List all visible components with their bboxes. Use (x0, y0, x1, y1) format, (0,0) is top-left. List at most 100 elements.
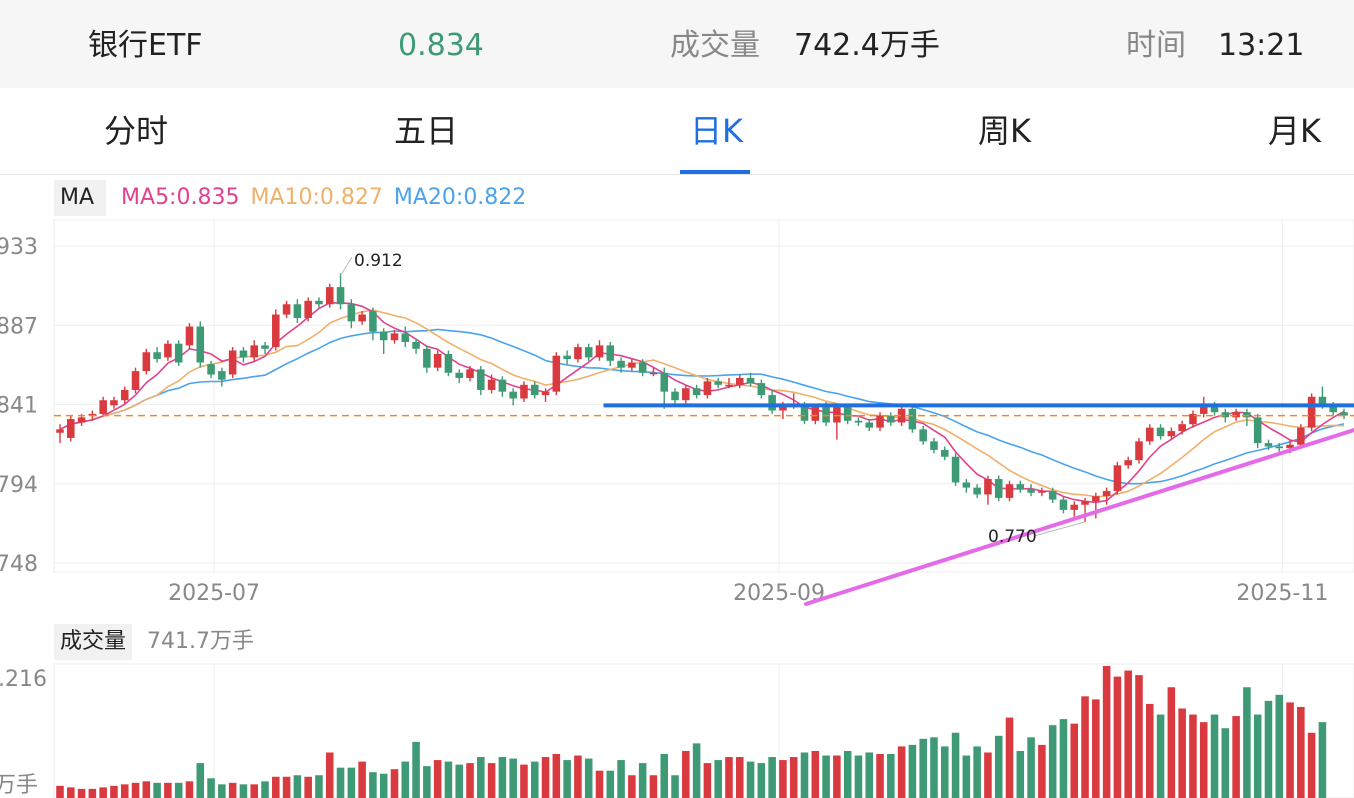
y-tick-label: 933 (0, 235, 38, 260)
candle-body (940, 449, 949, 457)
volume-bar (1146, 703, 1154, 798)
candle (1038, 487, 1046, 497)
candle-body (638, 362, 647, 373)
candle (1297, 424, 1305, 449)
ma-indicator-button[interactable]: MA (54, 180, 107, 216)
volume-bar (930, 737, 938, 798)
volume-bar (714, 760, 722, 798)
candle-body (153, 352, 161, 360)
candle-body (110, 400, 118, 406)
candle-body (897, 408, 906, 423)
volume-bar (1199, 722, 1208, 798)
candle-body (854, 420, 863, 423)
candle-body (1297, 427, 1305, 445)
volume-legend: 成交量 741.7万手 (54, 624, 254, 660)
candle (487, 374, 496, 394)
candle (1253, 413, 1262, 449)
candle (725, 377, 733, 389)
tab-daily-k[interactable]: 日K (690, 112, 743, 150)
candle (552, 352, 561, 396)
candle (768, 389, 776, 414)
candle (1005, 480, 1014, 502)
candle-body (304, 300, 312, 318)
candle (444, 350, 453, 377)
volume-bar (1167, 687, 1176, 798)
volume-bar (951, 732, 960, 798)
volume-bar (282, 776, 291, 798)
volume-bar (649, 775, 658, 798)
candle-body (1070, 504, 1079, 510)
volume-bar (682, 750, 690, 798)
candle (1016, 480, 1025, 493)
candle-body (336, 287, 345, 305)
volume-bar (574, 755, 582, 798)
candle (174, 340, 183, 366)
candle-body (973, 487, 981, 495)
volume-bar (304, 776, 312, 798)
candle (887, 412, 895, 426)
volume-bar (487, 763, 496, 798)
volume-bar (1189, 714, 1197, 798)
candle-body (164, 343, 172, 358)
volume-bar (638, 763, 647, 798)
candle-body (649, 372, 658, 375)
volume-bar (563, 760, 571, 798)
candle-body (1113, 465, 1122, 492)
candle (142, 348, 151, 375)
candle-body (1286, 444, 1294, 449)
candle (1059, 496, 1068, 514)
volume-bar (1243, 687, 1251, 798)
candle-body (379, 331, 388, 341)
candle-body (347, 304, 356, 322)
tab-five-day[interactable]: 五日 (394, 112, 459, 150)
volume-indicator-button[interactable]: 成交量 (54, 624, 133, 660)
candle-body (768, 395, 776, 411)
volume-bar (1275, 694, 1284, 798)
candle (994, 475, 1003, 502)
tab-weekly-k[interactable]: 周K (978, 112, 1031, 150)
security-name: 银行ETF (88, 28, 203, 63)
candle-body (228, 350, 237, 375)
candle-body (671, 391, 679, 401)
volume-bar (272, 776, 280, 798)
tab-intraday[interactable]: 分时 (104, 112, 169, 150)
candle (1167, 427, 1176, 440)
candle (196, 321, 205, 368)
candle (56, 424, 64, 444)
candle (1081, 497, 1089, 522)
volume-bar (735, 757, 744, 798)
candle (1146, 424, 1154, 445)
candle-body (1146, 427, 1154, 442)
volume-bar (962, 755, 971, 798)
tab-monthly-k[interactable]: 月K (1268, 112, 1321, 150)
candle-body (552, 355, 561, 392)
candle (293, 299, 302, 324)
candle-body (174, 343, 183, 363)
candle-body (606, 345, 615, 361)
candle-body (390, 333, 399, 341)
volume-bar (595, 770, 604, 798)
low-annotation: 0.770 (988, 527, 1037, 547)
candle-body (142, 352, 151, 372)
volume-bar (120, 784, 129, 798)
candle (336, 273, 345, 310)
candle (433, 350, 442, 372)
candle (746, 372, 755, 387)
candle (1102, 487, 1111, 505)
candle (477, 365, 485, 396)
candle-body (239, 350, 248, 358)
candle (509, 388, 517, 406)
candle-body (1199, 405, 1208, 414)
y-tick-label: 887 (0, 314, 38, 339)
candle (412, 338, 420, 354)
volume-bar (520, 764, 528, 798)
volume-bar (1210, 714, 1219, 798)
candle-body (185, 326, 194, 346)
candle-body (293, 304, 302, 318)
active-tab-indicator (680, 170, 750, 174)
candle-body (908, 408, 917, 430)
volume-bar (606, 770, 615, 798)
y-tick-label: 841 (0, 394, 38, 419)
candle-body (1059, 499, 1068, 510)
